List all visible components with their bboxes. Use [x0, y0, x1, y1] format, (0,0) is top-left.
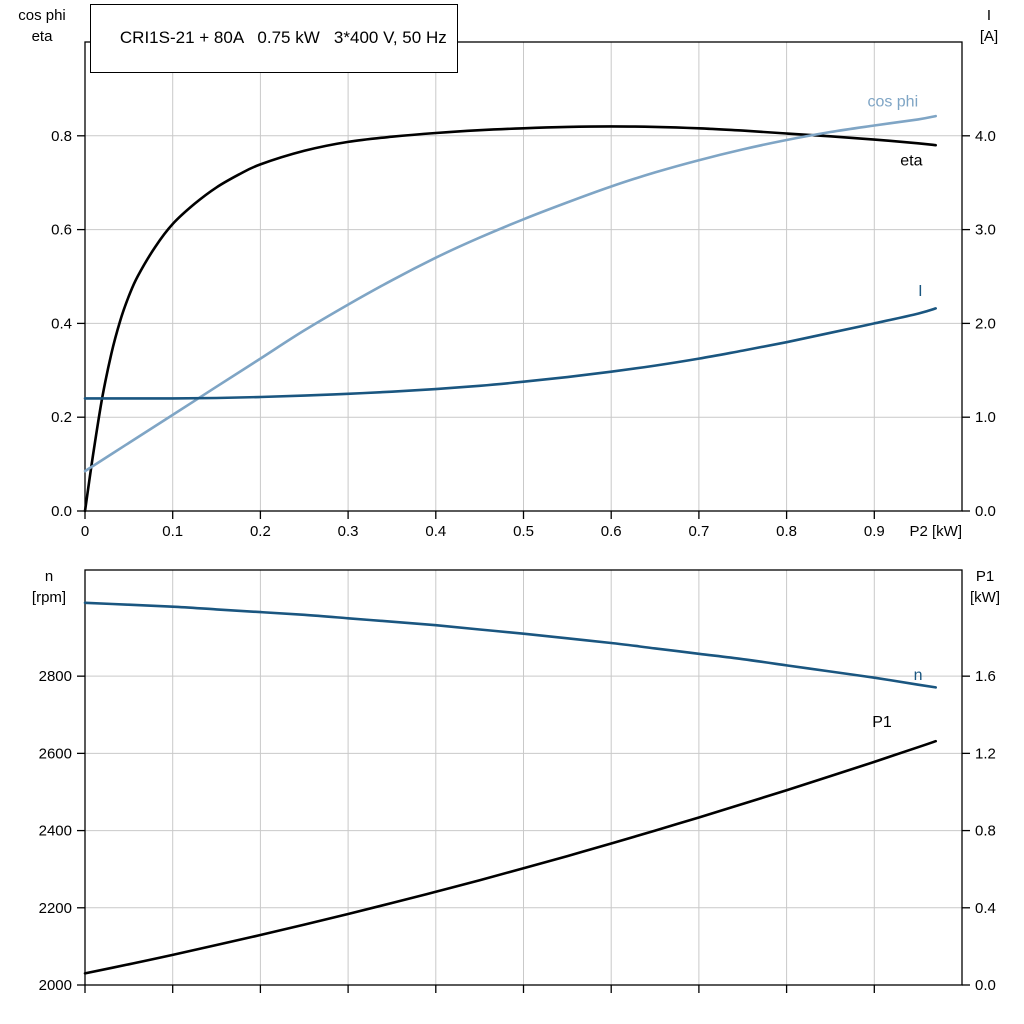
y-right-tick-label: 0.0 — [975, 977, 996, 994]
x-tick-label: 0.7 — [688, 523, 709, 540]
y-right-axis-title: P1 — [976, 568, 994, 585]
x-tick-label: 0 — [81, 523, 89, 540]
chart-title-box: CRI1S-21 + 80A 0.75 kW 3*400 V, 50 Hz — [90, 4, 458, 73]
y-left-axis-title: n — [45, 568, 53, 585]
series-P1 — [83, 739, 937, 975]
series-cos_phi — [83, 114, 937, 473]
x-axis-label: P2 [kW] — [909, 523, 962, 540]
series-label-I: I — [918, 283, 922, 300]
series-label-P1: P1 — [872, 714, 892, 731]
y-left-axis-title: [rpm] — [32, 589, 66, 606]
series-label-cos_phi: cos phi — [867, 94, 918, 111]
y-right-tick-label: 1.6 — [975, 668, 996, 685]
x-tick-label: 0.8 — [776, 523, 797, 540]
series-n — [83, 601, 937, 689]
y-right-tick-label: 4.0 — [975, 128, 996, 145]
series-label-n: n — [914, 667, 923, 684]
series-eta — [83, 125, 937, 513]
x-tick-label: 0.1 — [162, 523, 183, 540]
y-left-tick-label: 2200 — [39, 900, 72, 917]
x-tick-label: 0.5 — [513, 523, 534, 540]
y-left-tick-label: 2600 — [39, 745, 72, 762]
chart-title: CRI1S-21 + 80A 0.75 kW 3*400 V, 50 Hz — [119, 28, 447, 47]
x-tick-label: 0.4 — [425, 523, 446, 540]
y-right-axis-title: [A] — [980, 28, 998, 45]
y-left-tick-label: 0.4 — [51, 315, 72, 332]
y-right-axis-title: [kW] — [970, 589, 1000, 606]
y-right-axis-title: I — [987, 7, 991, 24]
y-right-tick-label: 0.4 — [975, 900, 996, 917]
y-right-tick-label: 3.0 — [975, 222, 996, 239]
y-left-tick-label: 2800 — [39, 668, 72, 685]
y-left-tick-label: 0.8 — [51, 128, 72, 145]
y-right-tick-label: 1.2 — [975, 745, 996, 762]
series-label-eta: eta — [900, 152, 922, 169]
series-I — [83, 307, 937, 400]
y-left-tick-label: 0.2 — [51, 409, 72, 426]
y-right-tick-label: 0.8 — [975, 823, 996, 840]
x-tick-label: 0.3 — [338, 523, 359, 540]
y-left-tick-label: 2400 — [39, 823, 72, 840]
y-left-tick-label: 0.0 — [51, 503, 72, 520]
x-tick-label: 0.6 — [601, 523, 622, 540]
y-left-tick-label: 2000 — [39, 977, 72, 994]
x-tick-label: 0.2 — [250, 523, 271, 540]
y-right-tick-label: 2.0 — [975, 315, 996, 332]
y-left-axis-title: cos phi — [18, 7, 66, 24]
y-right-tick-label: 0.0 — [975, 503, 996, 520]
y-left-axis-title: eta — [32, 28, 54, 45]
y-right-tick-label: 1.0 — [975, 409, 996, 426]
y-left-tick-label: 0.6 — [51, 222, 72, 239]
x-tick-label: 0.9 — [864, 523, 885, 540]
